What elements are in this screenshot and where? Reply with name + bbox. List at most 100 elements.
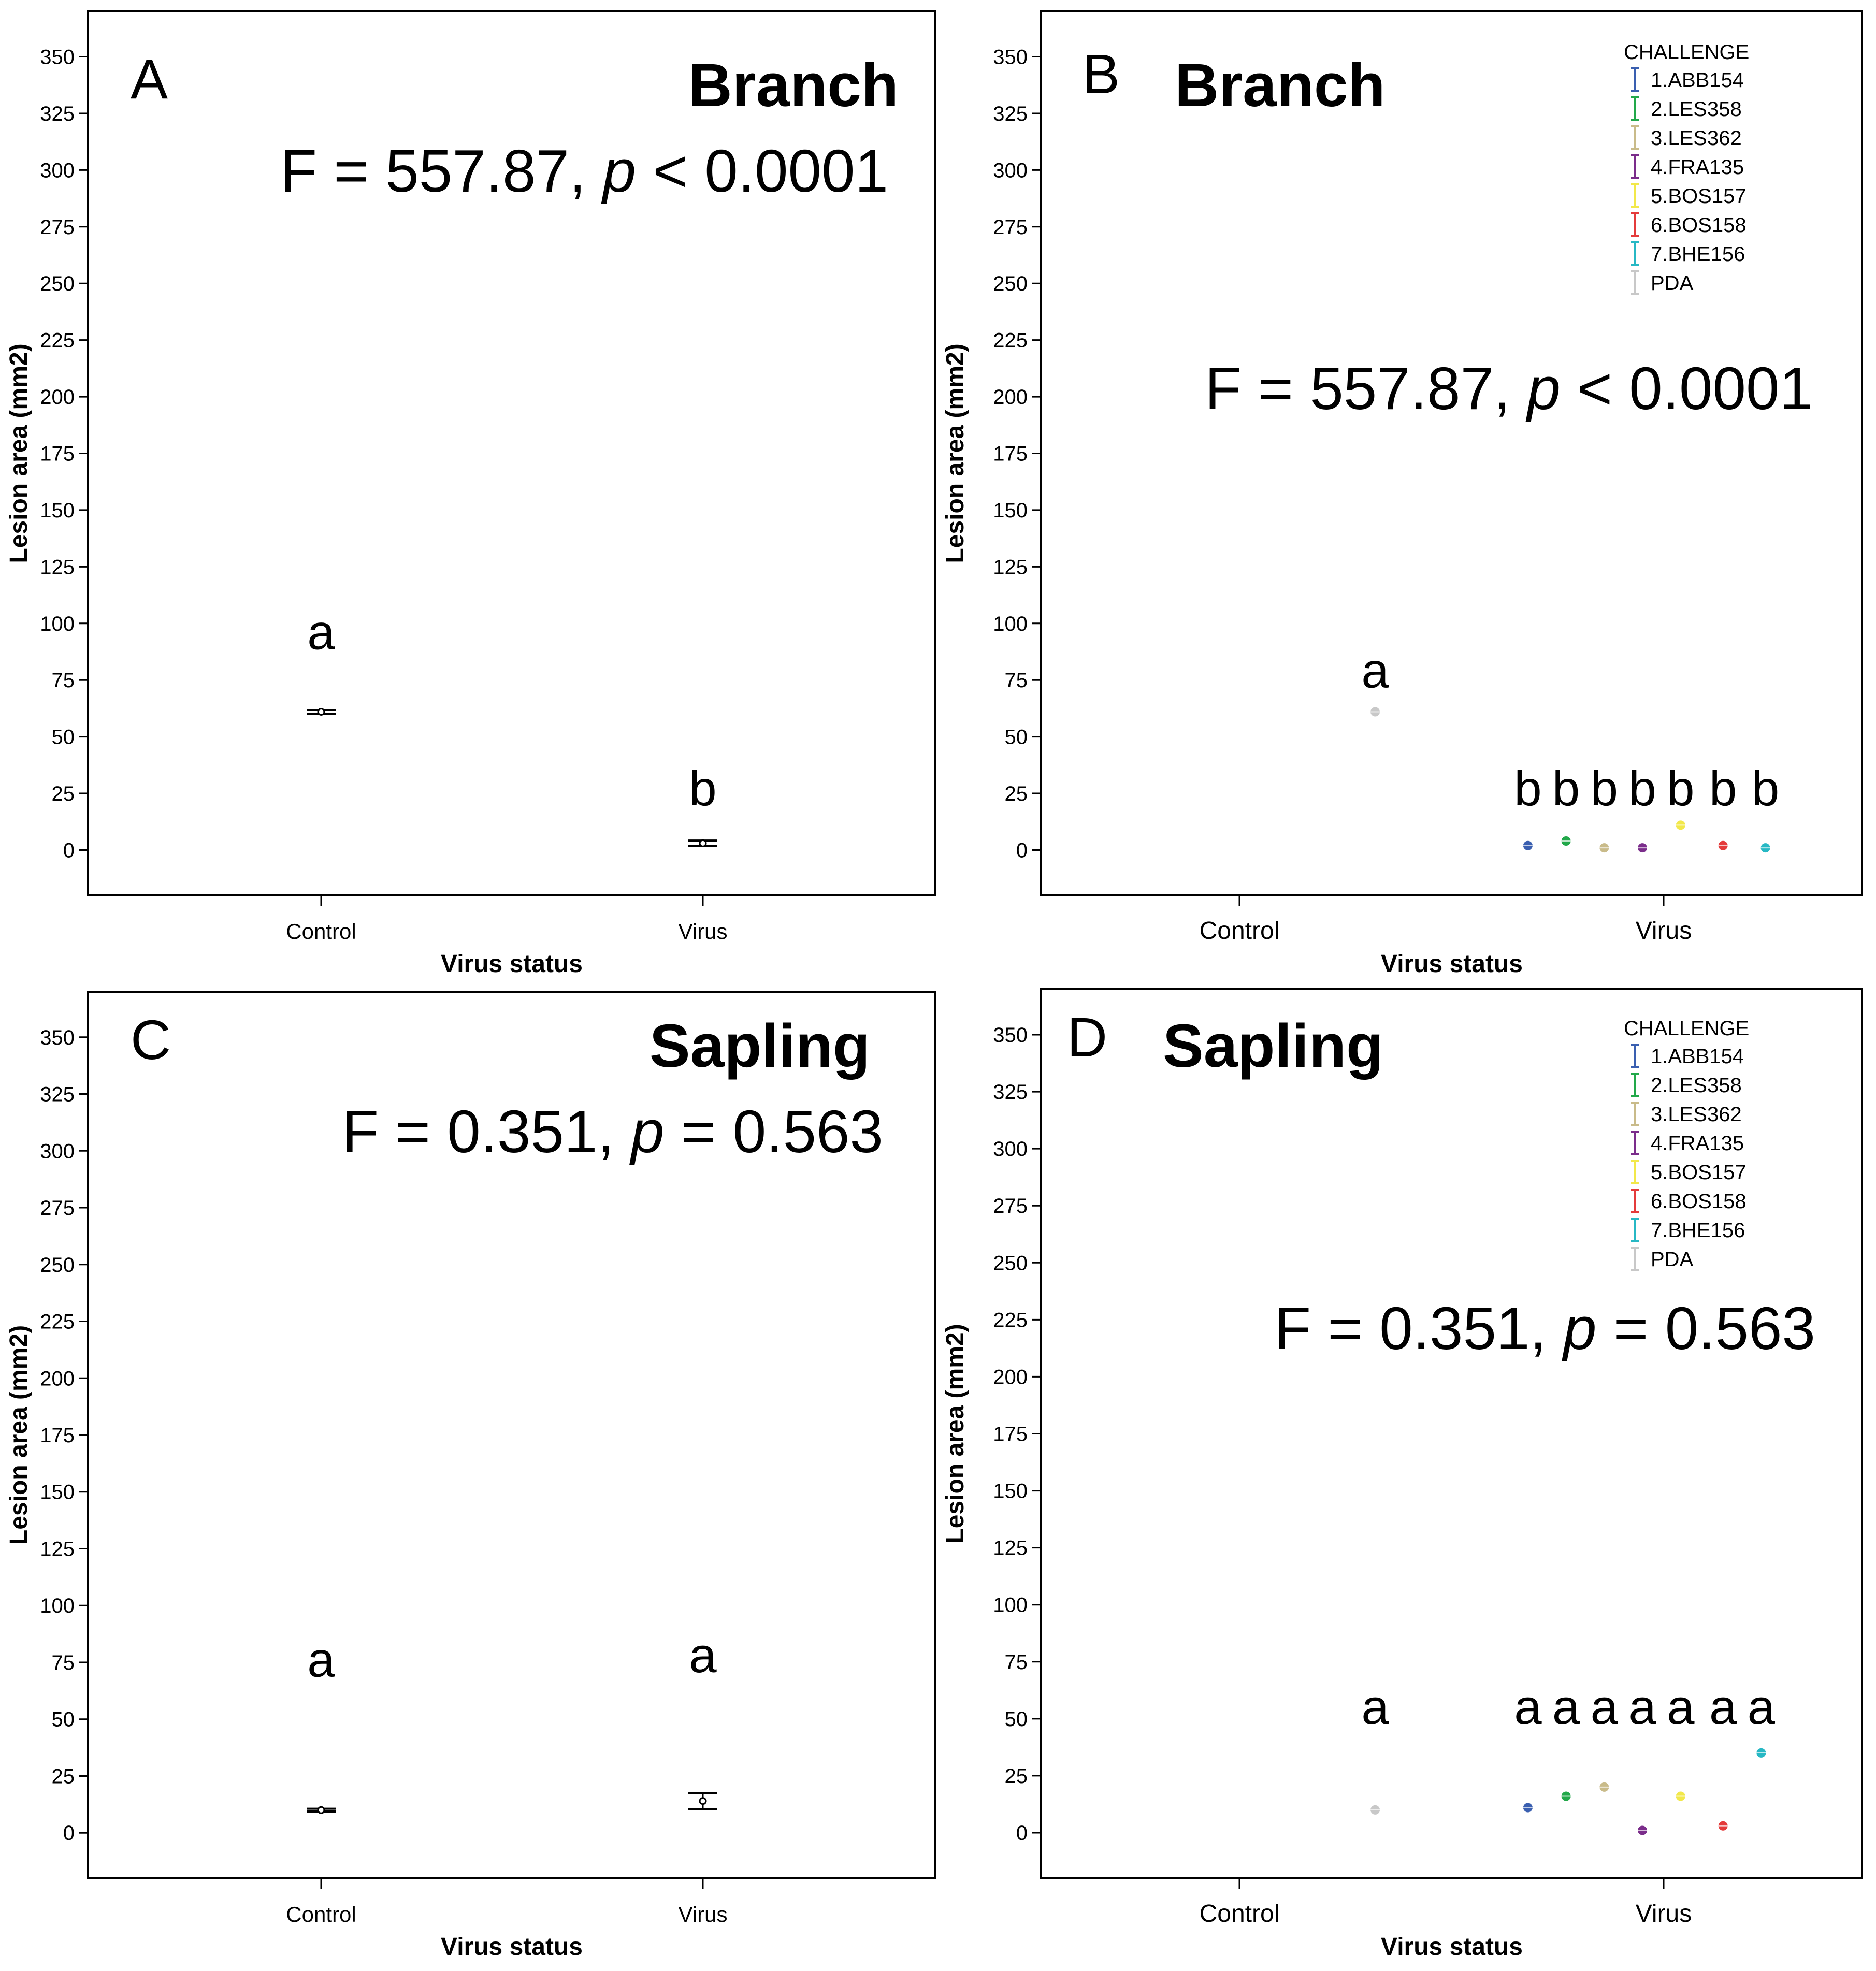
significance-letter: a bbox=[1591, 1679, 1619, 1735]
data-point bbox=[699, 1797, 707, 1805]
legend-item-label: 5.BOS157 bbox=[1651, 1161, 1747, 1184]
y-tick-label: 275 bbox=[993, 216, 1028, 239]
y-tick-label: 200 bbox=[993, 386, 1028, 409]
significance-letter: a bbox=[1748, 1679, 1776, 1735]
y-tick-label: 250 bbox=[993, 272, 1028, 295]
y-tick-label: 125 bbox=[40, 1538, 75, 1560]
panel-title: Branch bbox=[1175, 51, 1386, 120]
legend-item-label: 7.BHE156 bbox=[1651, 1219, 1745, 1242]
panel-label: D bbox=[1067, 1006, 1107, 1068]
y-tick-label: 100 bbox=[993, 613, 1028, 635]
panel-c: 0 25 50 75 100 125 150 175 200 225 250 275 300 325 350… bbox=[5, 991, 936, 1961]
y-tick-label: 150 bbox=[993, 499, 1028, 522]
data-point bbox=[317, 707, 325, 716]
stat-p: p bbox=[601, 137, 636, 205]
y-axis-label: Lesion area (mm2) bbox=[5, 343, 33, 563]
legend-item-label: 7.BHE156 bbox=[1651, 243, 1745, 266]
y-tick-label: 175 bbox=[993, 1423, 1028, 1446]
stat-prefix: F = 0.351, bbox=[1274, 1295, 1563, 1362]
y-tick-label: 50 bbox=[1005, 726, 1028, 749]
y-tick-label: 225 bbox=[993, 1309, 1028, 1331]
y-tick-label: 150 bbox=[40, 499, 75, 522]
x-tick-label: Virus bbox=[1636, 1900, 1692, 1927]
y-tick-label: 125 bbox=[40, 556, 75, 578]
y-axis-label: Lesion area (mm2) bbox=[942, 343, 969, 563]
stat-text: F = 557.87, p < 0.0001 bbox=[1205, 355, 1813, 422]
significance-letter: a bbox=[1361, 643, 1389, 699]
stat-suffix: < 0.0001 bbox=[1561, 355, 1813, 422]
x-axis-label: Virus status bbox=[1381, 1933, 1523, 1961]
x-tick-label: Control bbox=[1200, 917, 1280, 945]
y-tick-label: 275 bbox=[40, 216, 75, 239]
y-tick-label: 350 bbox=[993, 46, 1028, 69]
y-tick-label: 250 bbox=[993, 1252, 1028, 1274]
legend-item-label: 4.FRA135 bbox=[1651, 156, 1744, 179]
y-tick-label: 200 bbox=[993, 1366, 1028, 1388]
y-tick-label: 300 bbox=[993, 1138, 1028, 1161]
y-tick-label: 325 bbox=[993, 103, 1028, 125]
panel-b: 0 25 50 75 100 125 150 175 200 225 250 275 300 325 350… bbox=[942, 10, 1863, 978]
x-axis-label: Virus status bbox=[441, 1933, 583, 1961]
significance-letter: b bbox=[1667, 761, 1694, 816]
y-tick-label: 300 bbox=[993, 159, 1028, 182]
y-tick-label: 150 bbox=[993, 1480, 1028, 1503]
legend-item-label: PDA bbox=[1651, 272, 1694, 295]
y-tick-label: 25 bbox=[1005, 782, 1028, 805]
y-tick-label: 325 bbox=[40, 1083, 75, 1106]
y-tick-label: 150 bbox=[40, 1481, 75, 1504]
legend-item-label: 2.LES358 bbox=[1651, 98, 1742, 121]
legend-item-label: 6.BOS158 bbox=[1651, 1190, 1747, 1213]
y-tick-label: 275 bbox=[40, 1197, 75, 1220]
y-tick-label: 0 bbox=[63, 1822, 75, 1845]
y-tick-label: 325 bbox=[40, 103, 75, 125]
y-tick-label: 225 bbox=[40, 1311, 75, 1334]
stat-p: p bbox=[1562, 1295, 1597, 1362]
y-axis-label: Lesion area (mm2) bbox=[5, 1325, 33, 1545]
legend-item-label: 1.ABB154 bbox=[1651, 69, 1744, 92]
stat-text: F = 0.351, p = 0.563 bbox=[1274, 1295, 1815, 1362]
y-tick-label: 175 bbox=[40, 1424, 75, 1447]
y-tick-label: 75 bbox=[1005, 669, 1028, 692]
panel-a: 0 25 50 75 100 125 150 175 200 225 250 275 300 325 350… bbox=[5, 10, 936, 978]
legend-item-label: 5.BOS157 bbox=[1651, 185, 1747, 208]
legend: CHALLENGE 1.ABB154 2.LES358 3.LES362 4.FRA13… bbox=[1624, 1017, 1749, 1271]
significance-letter: b bbox=[689, 761, 716, 816]
legend-item-label: 1.ABB154 bbox=[1651, 1045, 1744, 1068]
x-tick-label: Virus bbox=[679, 919, 728, 944]
data-point bbox=[699, 839, 707, 847]
legend-item-label: 3.LES362 bbox=[1651, 1103, 1742, 1126]
x-axis-label: Virus status bbox=[441, 950, 583, 978]
significance-letter: a bbox=[1361, 1679, 1389, 1735]
y-tick-label: 25 bbox=[52, 782, 75, 805]
stat-suffix: = 0.563 bbox=[1597, 1295, 1815, 1362]
y-tick-label: 200 bbox=[40, 386, 75, 409]
y-tick-label: 225 bbox=[993, 329, 1028, 352]
significance-letter: b bbox=[1628, 761, 1656, 816]
y-tick-label: 200 bbox=[40, 1367, 75, 1390]
y-tick-label: 100 bbox=[40, 613, 75, 635]
y-tick-label: 250 bbox=[40, 1254, 75, 1277]
legend-item-label: 2.LES358 bbox=[1651, 1074, 1742, 1097]
stat-suffix: < 0.0001 bbox=[636, 137, 888, 205]
y-tick-label: 50 bbox=[52, 1708, 75, 1731]
x-tick-label: Control bbox=[1200, 1900, 1280, 1927]
panel-title: Sapling bbox=[1163, 1012, 1383, 1080]
legend-item-label: PDA bbox=[1651, 1248, 1694, 1271]
y-tick-label: 300 bbox=[40, 1140, 75, 1163]
y-tick-label: 0 bbox=[63, 839, 75, 862]
panel-title: Sapling bbox=[650, 1012, 870, 1080]
significance-letter: b bbox=[1709, 761, 1737, 816]
significance-letter: a bbox=[1709, 1679, 1737, 1735]
panel-title: Branch bbox=[688, 51, 899, 120]
panel-label: A bbox=[131, 48, 168, 110]
panel-d: 0 25 50 75 100 125 150 175 200 225 250 275 300 325 350… bbox=[942, 988, 1863, 1961]
panel-label: B bbox=[1083, 42, 1120, 105]
significance-letter: a bbox=[689, 1628, 717, 1683]
stat-prefix: F = 557.87, bbox=[1205, 355, 1527, 422]
y-tick-label: 25 bbox=[52, 1765, 75, 1788]
y-tick-label: 175 bbox=[40, 443, 75, 466]
significance-letter: b bbox=[1752, 761, 1779, 816]
y-tick-label: 350 bbox=[993, 1024, 1028, 1047]
x-axis-label: Virus status bbox=[1381, 950, 1523, 978]
